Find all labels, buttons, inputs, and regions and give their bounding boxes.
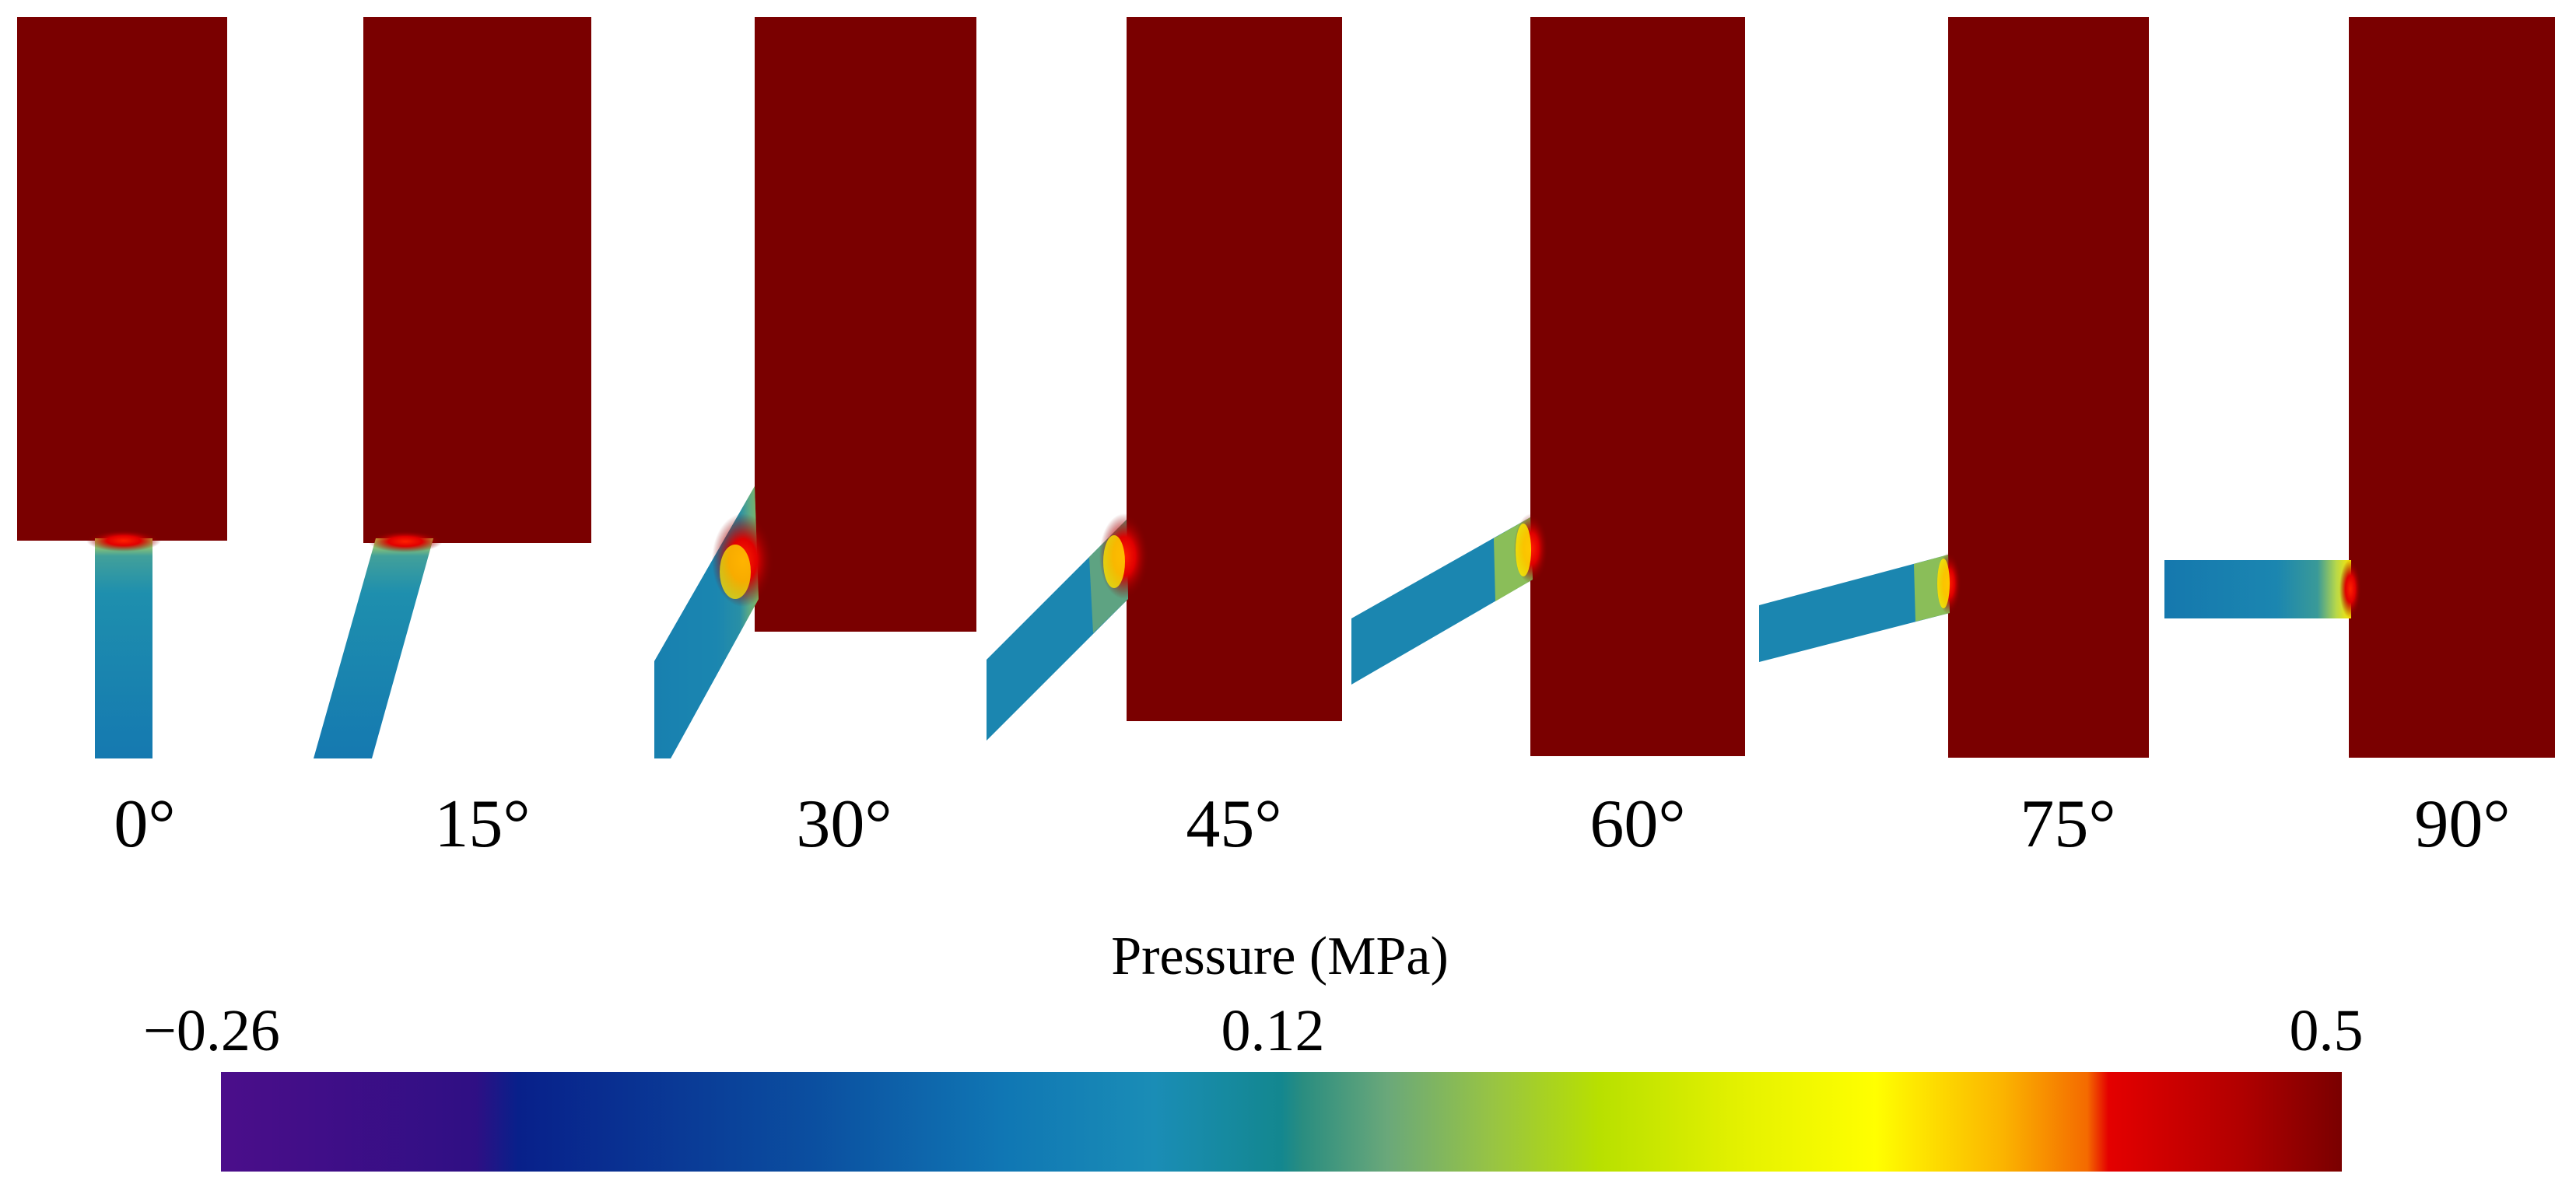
colorbar-title: Pressure (MPa) — [1111, 927, 1449, 986]
panel-30deg: 30° — [654, 17, 976, 862]
chamber-block — [755, 17, 976, 632]
colorbar-mid-label: 0.12 — [1221, 998, 1325, 1063]
chamber-block — [1530, 17, 1745, 756]
angle-label-90: 90° — [2414, 786, 2510, 862]
chamber-block — [1127, 17, 1342, 721]
angle-label-60: 60° — [1589, 786, 1685, 862]
panel-15deg: 15° — [314, 17, 591, 862]
yellow-front — [1937, 559, 1950, 608]
pressure-hotspot — [2339, 559, 2361, 618]
angle-label-45: 45° — [1186, 786, 1281, 862]
nozzle-channel — [2164, 560, 2351, 618]
nozzle-channel — [314, 538, 433, 758]
yellow-front — [1103, 535, 1125, 588]
pressure-hotspot — [86, 530, 161, 552]
colorbar-max-label: 0.5 — [2290, 998, 2364, 1063]
chamber-block — [2349, 17, 2555, 758]
colorbar: Pressure (MPa) −0.26 0.12 0.5 — [143, 927, 2364, 1172]
nozzle-channel — [1351, 517, 1533, 685]
colorbar-min-label: −0.26 — [143, 998, 280, 1063]
nozzle-channel — [1759, 555, 1950, 662]
panel-45deg: 45° — [987, 17, 1342, 862]
yellow-front — [720, 545, 751, 599]
chamber-block — [363, 17, 591, 543]
chamber-block — [1948, 17, 2149, 758]
colorbar-gradient — [221, 1072, 2342, 1172]
nozzle-channel — [95, 538, 152, 758]
angle-label-0: 0° — [114, 786, 175, 862]
yellow-front — [1516, 524, 1531, 576]
pressure-hotspot — [368, 531, 443, 552]
angle-label-15: 15° — [434, 786, 530, 862]
panel-90deg: 90° — [2164, 17, 2555, 862]
panel-75deg: 75° — [1759, 17, 2149, 862]
panel-60deg: 60° — [1351, 17, 1745, 862]
chamber-block — [17, 17, 227, 541]
angle-label-75: 75° — [2020, 786, 2115, 862]
panel-0deg: 0° — [17, 17, 227, 862]
angle-label-30: 30° — [796, 786, 892, 862]
